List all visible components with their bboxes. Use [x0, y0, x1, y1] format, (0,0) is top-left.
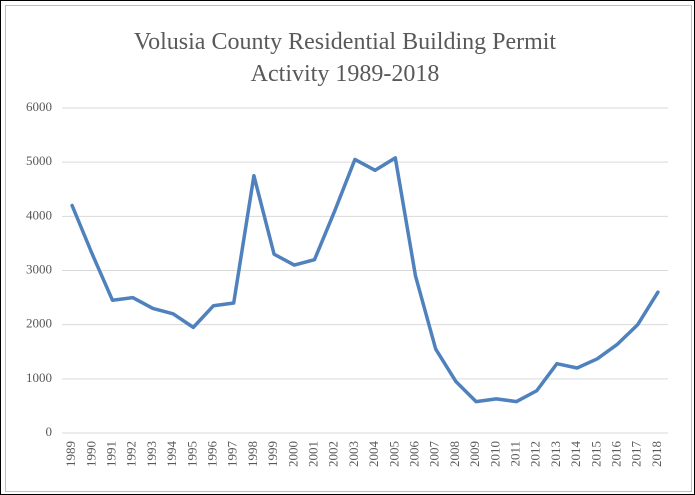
data-line — [70, 156, 660, 404]
x-tick-label: 1989 — [63, 441, 78, 467]
x-tick-label: 1995 — [184, 441, 199, 467]
x-tick-label: 1996 — [204, 441, 219, 468]
x-tick-label: 2004 — [366, 441, 381, 468]
x-tick-label: 1993 — [144, 441, 159, 467]
x-tick-label: 2010 — [487, 441, 502, 467]
y-tick-label: 6000 — [26, 99, 52, 114]
x-tick-label: 1994 — [164, 441, 179, 468]
x-tick-label: 2000 — [285, 441, 300, 467]
x-tick-label: 2011 — [507, 441, 522, 467]
x-tick-label: 2018 — [649, 441, 664, 467]
x-tick-label: 2006 — [406, 441, 421, 468]
x-tick-label: 2002 — [326, 441, 341, 467]
x-tick-label: 1999 — [265, 441, 280, 467]
x-tick-label: 2015 — [588, 441, 603, 467]
x-tick-label: 2003 — [346, 441, 361, 467]
x-tick-label: 2009 — [467, 441, 482, 467]
x-tick-label: 2001 — [305, 441, 320, 467]
x-tick-label: 2012 — [528, 441, 543, 467]
x-tick-label: 2008 — [447, 441, 462, 467]
x-tick-label: 2007 — [427, 441, 442, 468]
y-tick-label: 3000 — [26, 261, 52, 276]
x-tick-label: 2017 — [629, 441, 644, 468]
chart-title: Volusia County Residential Building Perm… — [133, 29, 557, 87]
y-tick-label: 2000 — [26, 316, 52, 331]
y-tick-label: 1000 — [26, 370, 52, 385]
x-tick-label: 1992 — [124, 441, 139, 467]
x-tick-label: 1997 — [225, 441, 240, 468]
y-tick-label: 5000 — [26, 153, 52, 168]
y-tick-label: 0 — [46, 424, 53, 439]
y-tick-label: 4000 — [26, 207, 52, 222]
x-tick-label: 2005 — [386, 441, 401, 467]
x-tick-label: 1991 — [103, 441, 118, 467]
x-tick-label: 2016 — [608, 441, 623, 468]
x-tick-label: 2013 — [548, 441, 563, 467]
x-tick-label: 2014 — [568, 441, 583, 468]
x-tick-label: 1990 — [83, 441, 98, 467]
x-tick-label: 1998 — [245, 441, 260, 467]
chart-area — [5, 5, 692, 492]
